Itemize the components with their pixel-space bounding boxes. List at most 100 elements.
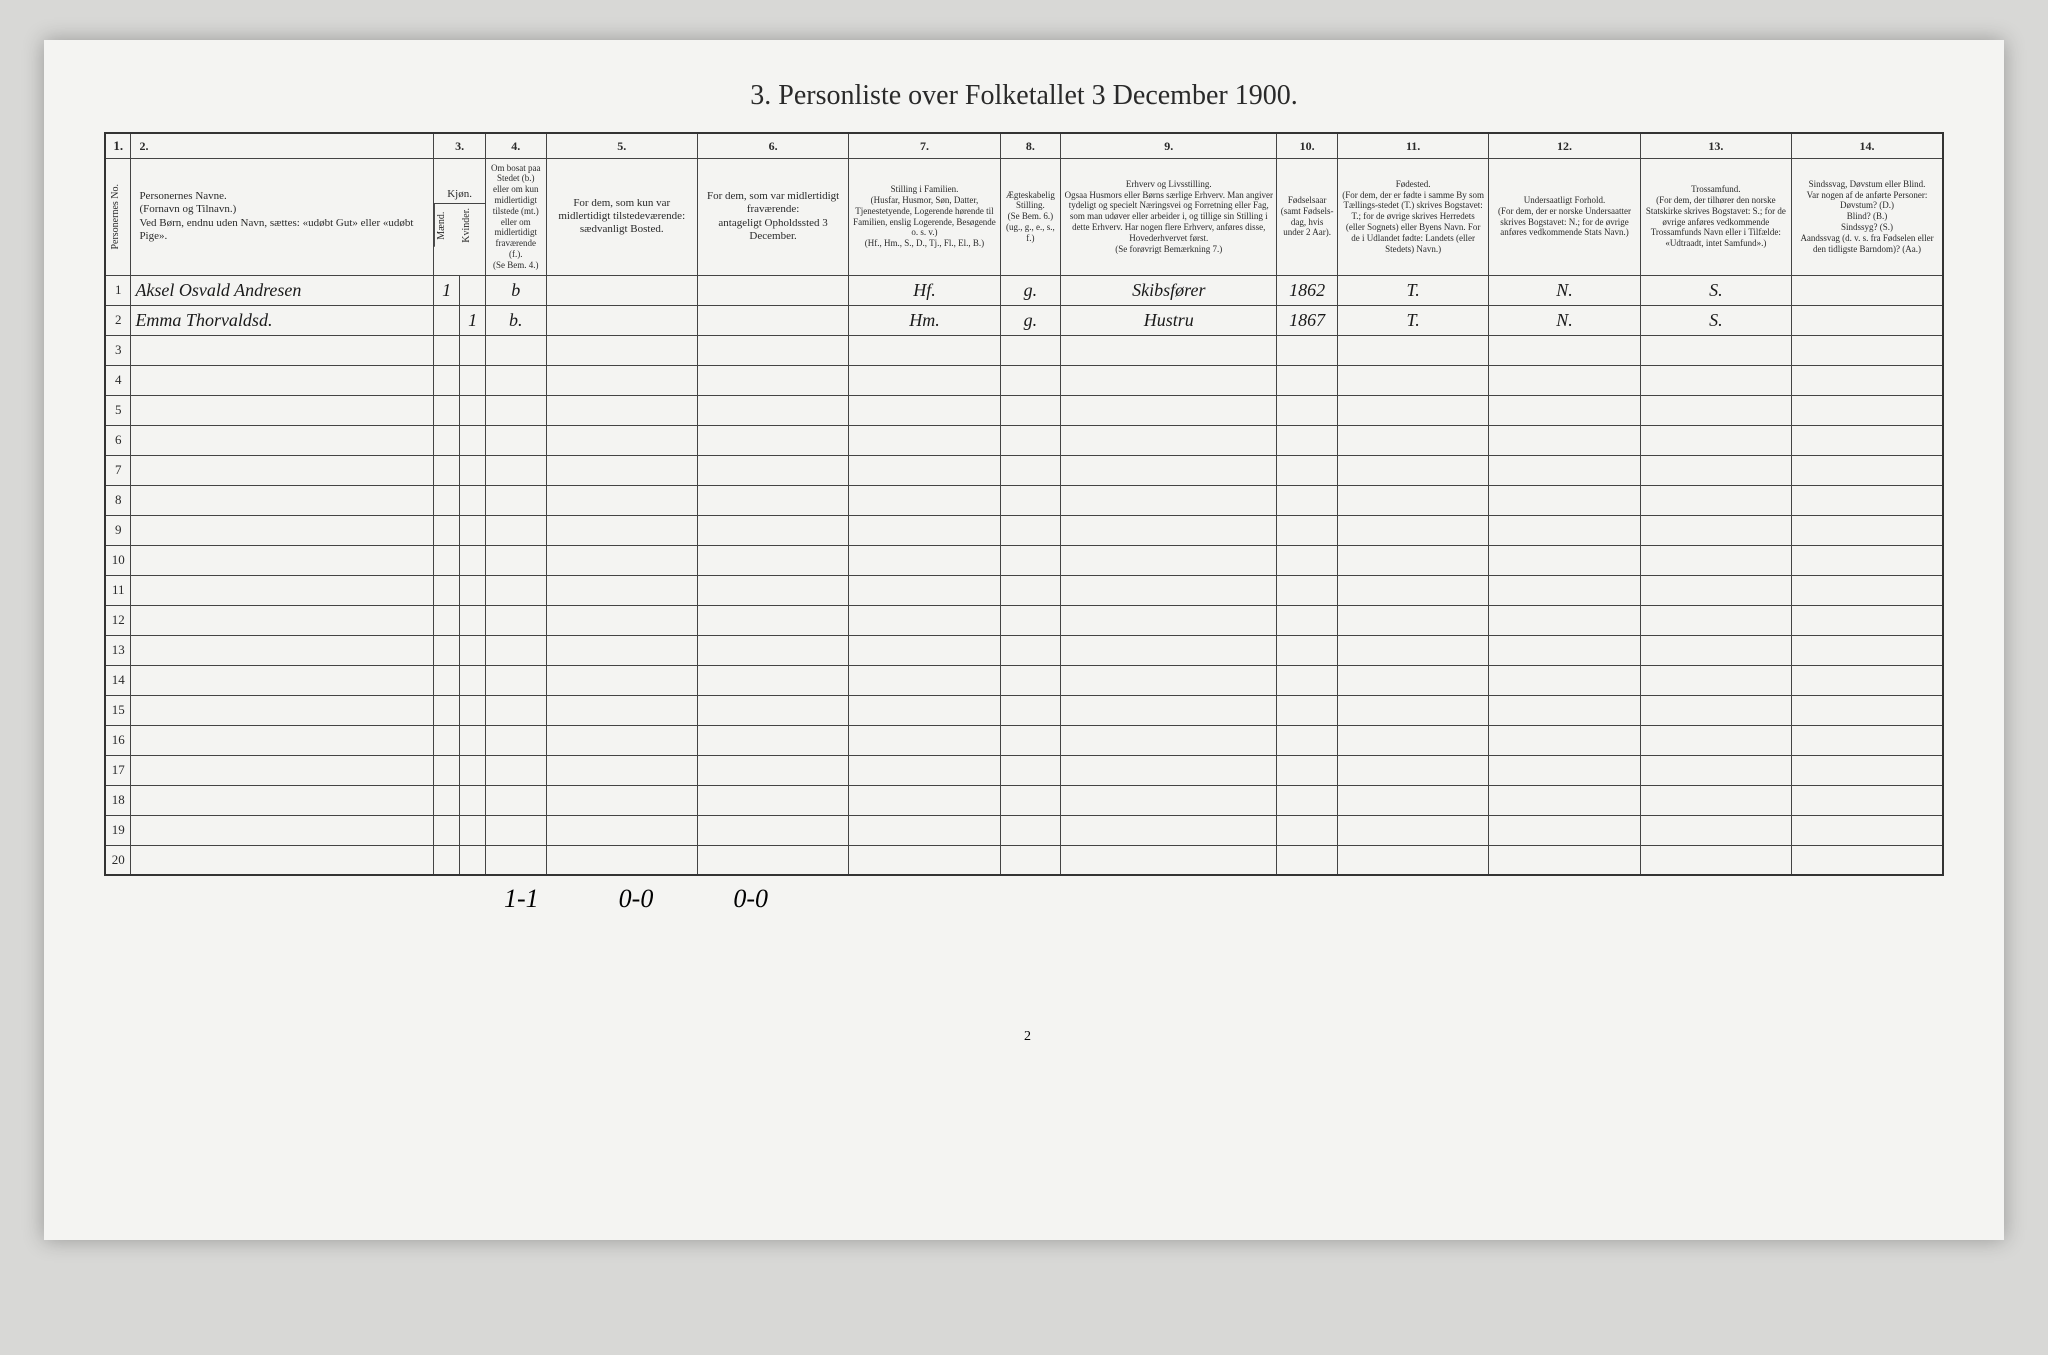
female-cell [460,695,486,725]
birthplace-cell [1337,335,1488,365]
disability-cell [1792,755,1943,785]
header-3c: Kvinder. [460,204,485,247]
birthyear-cell [1277,845,1338,875]
disability-cell [1792,575,1943,605]
name-cell [131,545,434,575]
header-6: For dem, som var midlertidigt fraværende… [697,158,848,275]
residence-cell [486,335,547,365]
marital-cell [1000,665,1061,695]
family-position-cell [849,395,1000,425]
col6-cell [697,575,848,605]
table-row: 18 [105,785,1943,815]
table-body: 1Aksel Osvald Andresen1bHf.g.Skibsfører1… [105,275,1943,875]
col5-cell [546,395,697,425]
occupation-cell [1061,695,1277,725]
nationality-cell [1489,395,1640,425]
name-cell [131,635,434,665]
residence-cell [486,515,547,545]
marital-cell [1000,695,1061,725]
male-cell [434,725,460,755]
residence-cell [486,605,547,635]
nationality-cell [1489,605,1640,635]
row-number: 19 [105,815,131,845]
col6-cell [697,755,848,785]
occupation-cell [1061,425,1277,455]
marital-cell [1000,725,1061,755]
family-position-cell [849,665,1000,695]
table-row: 10 [105,545,1943,575]
col-num-14: 14. [1792,133,1943,158]
row-number: 8 [105,485,131,515]
occupation-cell [1061,575,1277,605]
col-num-8: 8. [1000,133,1061,158]
residence-cell [486,395,547,425]
table-row: 2Emma Thorvaldsd.1b.Hm.g.Hustru1867T.N.S… [105,305,1943,335]
occupation-cell [1061,395,1277,425]
col6-cell [697,815,848,845]
col-num-3: 3. [434,133,486,158]
col6-cell [697,425,848,455]
male-cell [434,455,460,485]
col5-cell [546,725,697,755]
birthplace-cell [1337,695,1488,725]
document-title: 3. Personliste over Folketallet 3 Decemb… [104,80,1944,112]
disability-cell [1792,395,1943,425]
residence-cell [486,845,547,875]
nationality-cell [1489,485,1640,515]
col5-cell [546,695,697,725]
header-12: Undersaatligt Forhold. (For dem, der er … [1489,158,1640,275]
family-position-cell [849,815,1000,845]
religion-cell [1640,755,1791,785]
name-cell [131,695,434,725]
male-cell [434,365,460,395]
marital-cell [1000,755,1061,785]
header-3: Kjøn. Mænd. Kvinder. [434,158,486,275]
occupation-cell [1061,515,1277,545]
occupation-cell [1061,665,1277,695]
name-cell [131,365,434,395]
birthplace-cell [1337,365,1488,395]
col5-cell [546,365,697,395]
col6-cell [697,605,848,635]
nationality-cell [1489,455,1640,485]
header-2: Personernes Navne. (Fornavn og Tilnavn.)… [131,158,434,275]
male-cell: 1 [434,275,460,305]
residence-cell [486,725,547,755]
name-cell [131,665,434,695]
marital-cell: g. [1000,305,1061,335]
table-row: 19 [105,815,1943,845]
marital-cell [1000,785,1061,815]
col5-cell [546,515,697,545]
residence-cell [486,575,547,605]
row-number: 7 [105,455,131,485]
religion-cell [1640,455,1791,485]
family-position-cell [849,335,1000,365]
header-10: Fødselsaar (samt Fødsels-dag, hvis under… [1277,158,1338,275]
marital-cell [1000,575,1061,605]
col5-cell [546,845,697,875]
marital-cell [1000,425,1061,455]
column-header-row: Personernes No. Personernes Navne. (Forn… [105,158,1943,275]
row-number: 14 [105,665,131,695]
female-cell [460,365,486,395]
col-num-7: 7. [849,133,1000,158]
birthyear-cell [1277,365,1338,395]
col6-cell [697,545,848,575]
row-number: 5 [105,395,131,425]
name-cell [131,395,434,425]
col-num-13: 13. [1640,133,1791,158]
male-cell [434,575,460,605]
census-table: 1. 2. 3. 4. 5. 6. 7. 8. 9. 10. 11. 12. 1… [104,132,1944,876]
occupation-cell [1061,725,1277,755]
family-position-cell [849,785,1000,815]
marital-cell [1000,545,1061,575]
nationality-cell [1489,425,1640,455]
birthplace-cell [1337,605,1488,635]
header-14: Sindssvag, Døvstum eller Blind. Var noge… [1792,158,1943,275]
birthplace-cell [1337,455,1488,485]
religion-cell [1640,485,1791,515]
nationality-cell [1489,635,1640,665]
table-row: 20 [105,845,1943,875]
col6-cell [697,695,848,725]
birthplace-cell [1337,485,1488,515]
